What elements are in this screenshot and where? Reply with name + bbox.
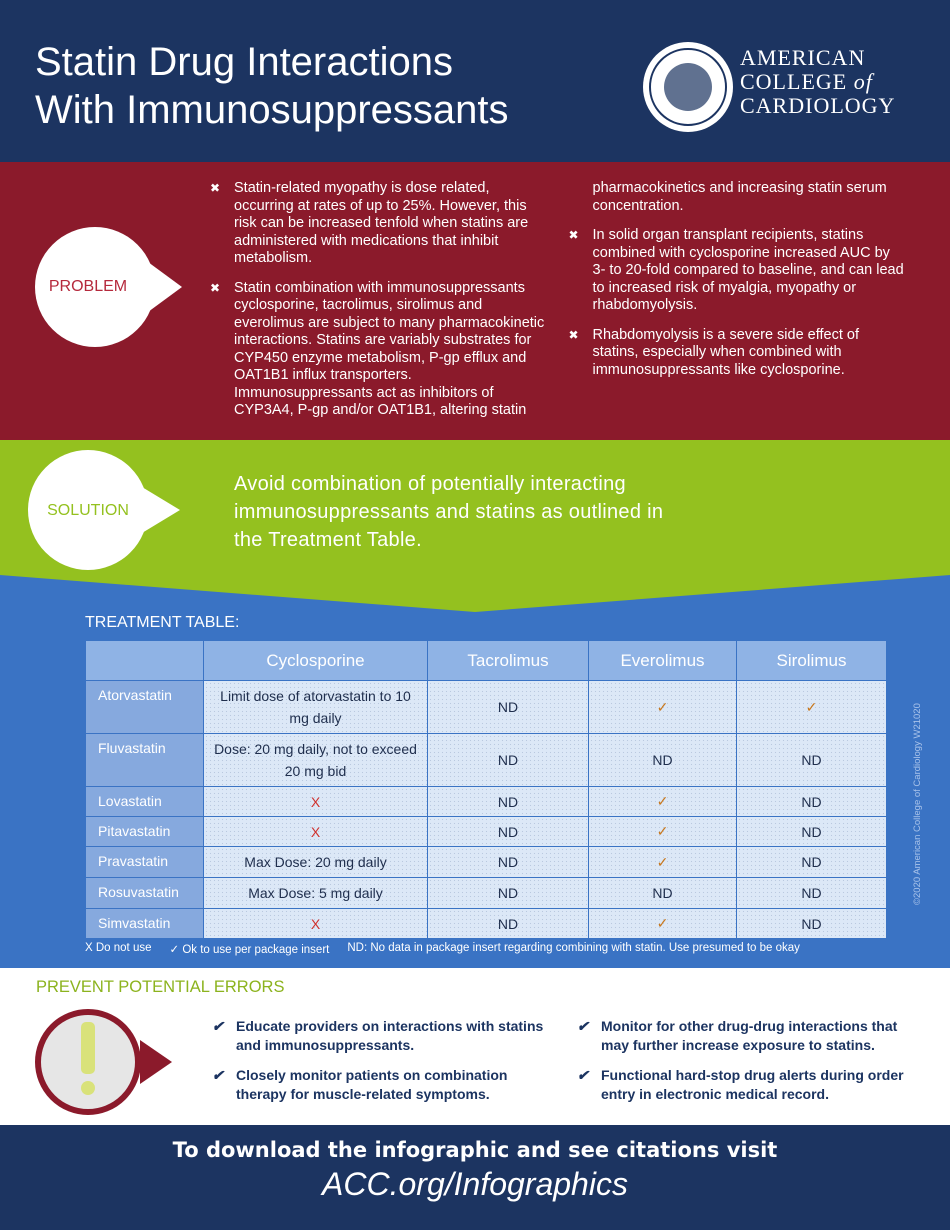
title-line: Statin Drug Interactions <box>35 40 453 84</box>
prevent-items: Educate providers on interactions with s… <box>212 1017 912 1115</box>
table-cell: X <box>203 786 428 817</box>
legend-item: ND: No data in package insert regarding … <box>347 942 800 954</box>
table-cell: ND <box>427 786 589 817</box>
bullet: Statin-related myopathy is dose related,… <box>210 180 547 268</box>
table-cell: ND <box>736 908 887 939</box>
table-row: Atorvastatin Limit dose of atorvastatin t… <box>85 680 887 734</box>
row-header: Fluvastatin <box>85 733 204 787</box>
table-row: Fluvastatin Dose: 20 mg daily, not to exc… <box>85 733 887 787</box>
table-cell: ✓ <box>736 680 887 734</box>
table-cell: ND <box>427 816 589 847</box>
table-cell: X <box>203 816 428 847</box>
table-row: Simvastatin X ND ✓ ND <box>85 908 887 939</box>
table-cell: Dose: 20 mg daily, not to exceed 20 mg b… <box>203 733 428 787</box>
logo-text: COLLEGE <box>740 69 848 94</box>
footer-text: To download the infographic and see cita… <box>172 1138 778 1162</box>
prevent-item: Educate providers on interactions with s… <box>212 1017 547 1055</box>
table-title: TREATMENT TABLE: <box>85 614 240 631</box>
table-cell: Limit dose of atorvastatin to 10 mg dail… <box>203 680 428 734</box>
prevent-title: PREVENT POTENTIAL ERRORS <box>36 978 285 996</box>
table-cell: ND <box>427 908 589 939</box>
column-header: Cyclosporine <box>203 640 428 681</box>
table-cell: Max Dose: 5 mg daily <box>203 877 428 909</box>
table-cell: ✓ <box>588 908 737 939</box>
corner <box>85 640 204 681</box>
column-header: Sirolimus <box>736 640 887 681</box>
problem-bullets: Statin-related myopathy is dose related,… <box>210 180 905 420</box>
table-row: Lovastatin X ND ✓ ND <box>85 786 887 817</box>
table-row: Pitavastatin X ND ✓ ND <box>85 816 887 847</box>
bullet: Rhabdomyolysis is a severe side effect o… <box>569 327 906 380</box>
logo-text: AMERICAN <box>740 45 866 70</box>
logo-text: CARDIOLOGY <box>740 93 896 118</box>
table-cell: ND <box>736 846 887 878</box>
prevent-item: Closely monitor patients on combination … <box>212 1066 547 1104</box>
table-cell: ✓ <box>588 846 737 878</box>
table-cell: ND <box>427 733 589 787</box>
prevent-item: Monitor for other drug-drug interactions… <box>577 1017 912 1055</box>
column-header: Tacrolimus <box>427 640 589 681</box>
table-cell: ND <box>427 877 589 909</box>
table-legend: X Do not use ✓ Ok to use per package inse… <box>85 942 886 956</box>
solution-text: Avoid combination of potentially interac… <box>234 473 664 551</box>
row-header: Pitavastatin <box>85 816 204 847</box>
table-row: Pravastatin Max Dose: 20 mg daily ND ✓ ND <box>85 846 887 878</box>
table-cell: ND <box>427 680 589 734</box>
problem-label: PROBLEM <box>48 278 128 295</box>
row-header: Atorvastatin <box>85 680 204 734</box>
logo: AMERICAN COLLEGE of CARDIOLOGY <box>740 46 895 118</box>
table-cell: ✓ <box>588 816 737 847</box>
row-header: Pravastatin <box>85 846 204 878</box>
prevent-item: Functional hard-stop drug alerts during … <box>577 1066 912 1104</box>
title-line: With Immunosuppressants <box>35 88 509 132</box>
column-header: Everolimus <box>588 640 737 681</box>
table-cell: ND <box>588 733 737 787</box>
table-cell: ND <box>736 877 887 909</box>
row-header: Rosuvastatin <box>85 877 204 909</box>
table-cell: ND <box>427 846 589 878</box>
table-cell: ND <box>588 877 737 909</box>
legend-item: ✓ Ok to use per package insert <box>169 944 330 956</box>
footer-link: ACC.org/Infographics <box>322 1166 628 1202</box>
row-header: Simvastatin <box>85 908 204 939</box>
logo-text: of <box>853 69 873 94</box>
credit: ©2020 American College of Cardiology W21… <box>912 703 923 905</box>
bullet: In solid organ transplant recipients, st… <box>569 227 906 315</box>
table-cell: X <box>203 908 428 939</box>
table-cell: ND <box>736 816 887 847</box>
treatment-table: Cyclosporine Tacrolimus Everolimus Sirolimu… <box>85 640 887 939</box>
table-cell: ✓ <box>588 680 737 734</box>
row-header: Lovastatin <box>85 786 204 817</box>
solution-label: SOLUTION <box>47 502 129 519</box>
bullet: Statin combination with immunosuppressan… <box>210 180 905 420</box>
table-cell: ✓ <box>588 786 737 817</box>
table-cell: Max Dose: 20 mg daily <box>203 846 428 878</box>
legend-item: X Do not use <box>85 942 152 954</box>
title: Statin Drug Interactions With Immunosuppr… <box>35 38 509 134</box>
table-cell: ND <box>736 786 887 817</box>
table-row: Rosuvastatin Max Dose: 5 mg daily ND ND ND <box>85 877 887 909</box>
table-cell: ND <box>736 733 887 787</box>
